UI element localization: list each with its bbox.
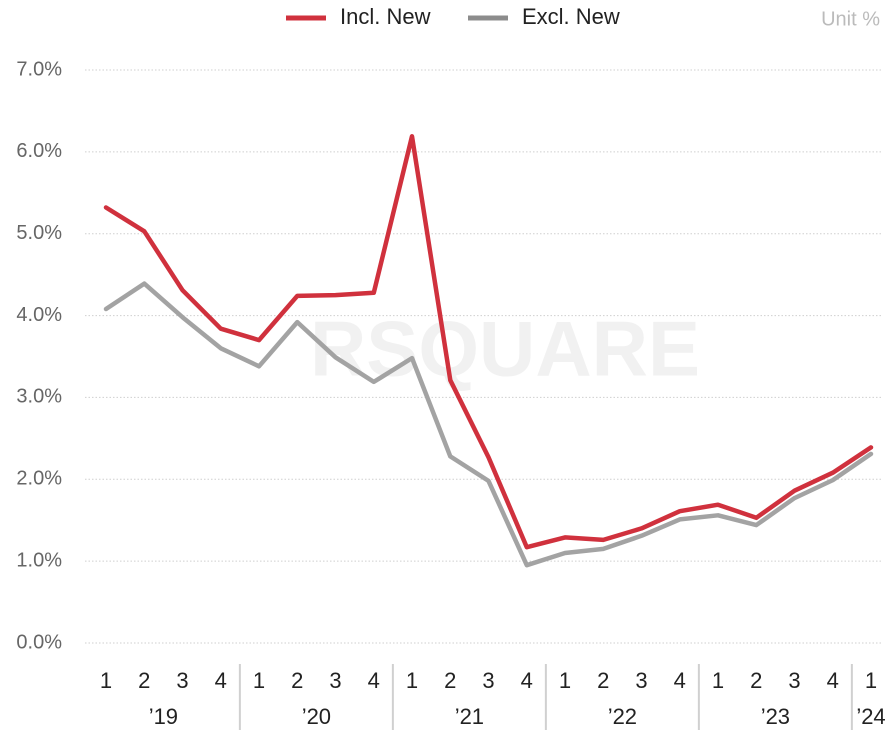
x-tick-label: 3 xyxy=(788,668,800,693)
y-tick-label: 2.0% xyxy=(16,468,62,490)
x-tick-label: 3 xyxy=(176,668,188,693)
x-tick-label: 1 xyxy=(712,668,724,693)
x-tick-label: 1 xyxy=(865,668,877,693)
x-tick-label: 2 xyxy=(750,668,762,693)
x-tick-label: 2 xyxy=(444,668,456,693)
x-group-label: ’19 xyxy=(149,704,178,729)
y-tick-label: 1.0% xyxy=(16,549,62,571)
unit-label: Unit % xyxy=(821,8,880,30)
x-tick-label: 4 xyxy=(521,668,533,693)
y-tick-label: 6.0% xyxy=(16,140,62,162)
x-tick-label: 1 xyxy=(100,668,112,693)
x-group-label: ’21 xyxy=(455,704,484,729)
x-tick-label: 4 xyxy=(215,668,227,693)
x-tick-label: 1 xyxy=(253,668,265,693)
series-line xyxy=(103,134,874,550)
x-tick-label: 4 xyxy=(674,668,686,693)
x-tick-label: 2 xyxy=(597,668,609,693)
x-group-label: ’23 xyxy=(761,704,790,729)
x-group-label: ’20 xyxy=(302,704,331,729)
y-tick-label: 5.0% xyxy=(16,222,62,244)
x-tick-label: 3 xyxy=(482,668,494,693)
series-line xyxy=(103,281,874,568)
x-group-label: ’22 xyxy=(608,704,637,729)
x-group-label: ’24 xyxy=(856,704,885,729)
y-tick-label: 7.0% xyxy=(16,58,62,80)
x-tick-label: 4 xyxy=(827,668,839,693)
legend-label: Incl. New xyxy=(340,4,431,29)
x-tick-label: 2 xyxy=(138,668,150,693)
x-tick-label: 1 xyxy=(406,668,418,693)
x-tick-label: 3 xyxy=(635,668,647,693)
y-tick-label: 3.0% xyxy=(16,386,62,408)
x-tick-label: 1 xyxy=(559,668,571,693)
x-tick-label: 2 xyxy=(291,668,303,693)
x-tick-label: 4 xyxy=(368,668,380,693)
legend-label: Excl. New xyxy=(522,4,620,29)
x-tick-label: 3 xyxy=(329,668,341,693)
watermark: RSQUARE xyxy=(310,305,700,393)
y-tick-label: 0.0% xyxy=(16,631,62,653)
y-tick-label: 4.0% xyxy=(16,304,62,326)
